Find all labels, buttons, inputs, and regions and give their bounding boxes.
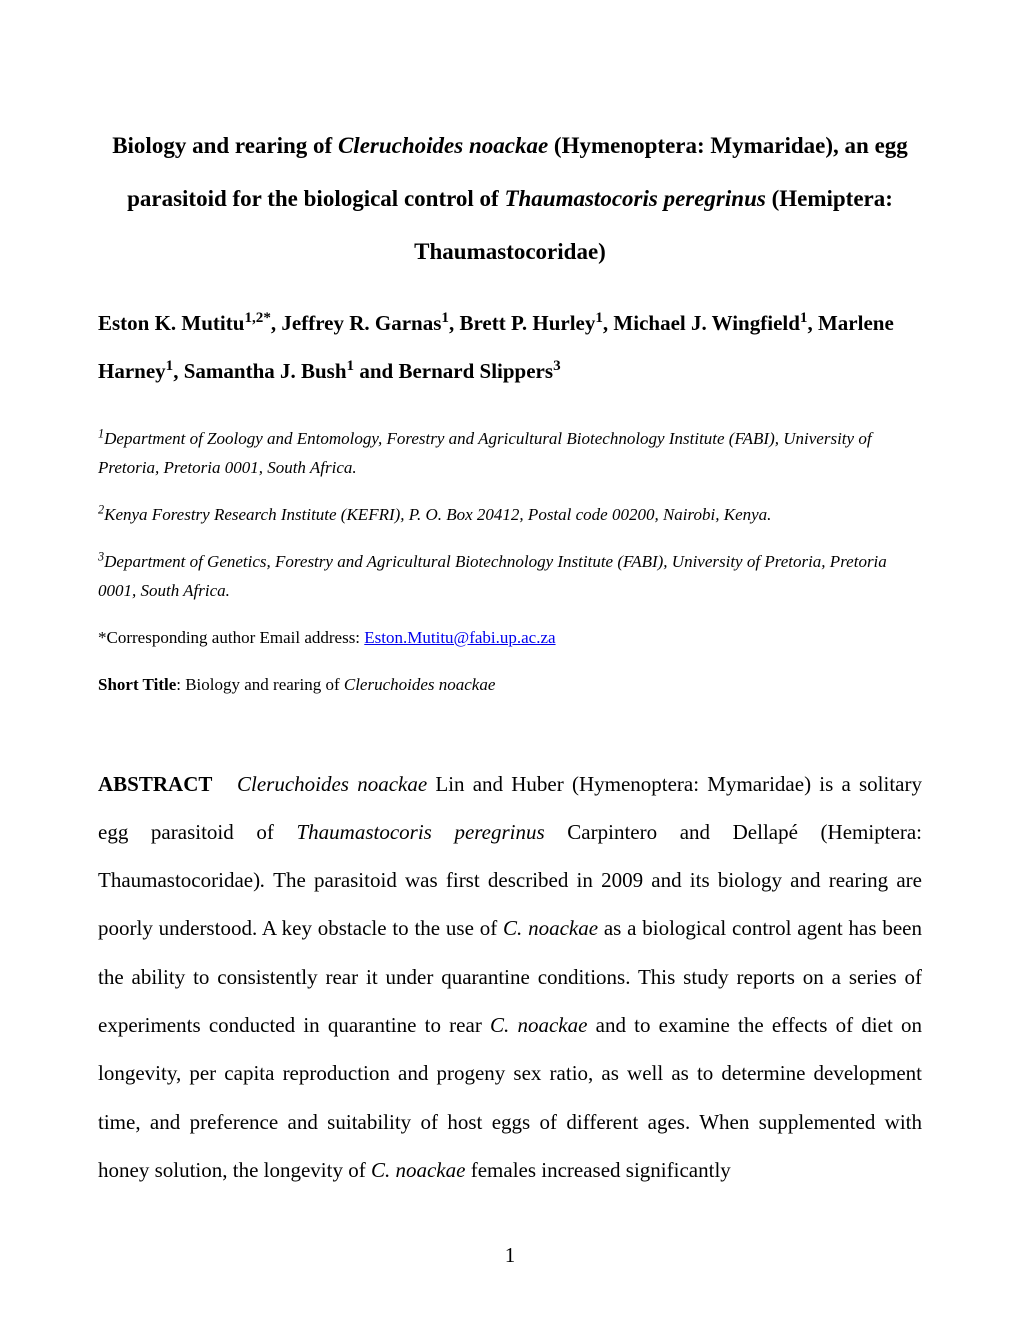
- author-6: Bernard Slippers: [398, 359, 553, 383]
- short-title-species: Cleruchoides noackae: [344, 675, 496, 694]
- short-title-pre: : Biology and rearing of: [176, 675, 344, 694]
- title-text-1: Biology and rearing of: [112, 133, 338, 158]
- author-line: Eston K. Mutitu1,2*, Jeffrey R. Garnas1,…: [98, 299, 922, 396]
- author-3: Michael J. Wingfield: [613, 311, 799, 335]
- author-5-sup: 1: [347, 358, 355, 374]
- sep: ,: [173, 359, 184, 383]
- short-title-line: Short Title: Biology and rearing of Cler…: [98, 671, 922, 700]
- page-number: 1: [0, 1243, 1020, 1268]
- author-5: Samantha J. Bush: [184, 359, 347, 383]
- short-title-label: Short Title: [98, 675, 176, 694]
- abstract-run-0: Cleruchoides noackae: [237, 772, 427, 796]
- abstract-run-11: females increased significantly: [465, 1158, 730, 1182]
- sep: ,: [807, 311, 818, 335]
- affil-2-text: Kenya Forestry Research Institute (KEFRI…: [104, 505, 771, 524]
- corresponding-author: *Corresponding author Email address: Est…: [98, 624, 922, 653]
- author-1-sup: 1: [441, 310, 449, 326]
- title-species-2: Thaumastocoris peregrinus: [504, 186, 765, 211]
- author-1: Jeffrey R. Garnas: [281, 311, 441, 335]
- author-2-sup: 1: [595, 310, 603, 326]
- paper-title: Biology and rearing of Cleruchoides noac…: [98, 120, 922, 279]
- affiliation-2: 2Kenya Forestry Research Institute (KEFR…: [98, 501, 922, 530]
- author-2: Brett P. Hurley: [459, 311, 595, 335]
- affiliation-3: 3Department of Genetics, Forestry and Ag…: [98, 548, 922, 606]
- sep: ,: [449, 311, 460, 335]
- sep: ,: [271, 311, 282, 335]
- affil-3-text: Department of Genetics, Forestry and Agr…: [98, 552, 887, 600]
- abstract-run-6: C. noackae: [503, 916, 598, 940]
- author-6-sup: 3: [553, 358, 561, 374]
- author-0: Eston K. Mutitu: [98, 311, 244, 335]
- abstract-run-8: C. noackae: [490, 1013, 587, 1037]
- abstract-run-10: C. noackae: [371, 1158, 465, 1182]
- sep-final: and: [354, 359, 398, 383]
- sep: ,: [603, 311, 614, 335]
- corresp-prefix: *Corresponding author Email address:: [98, 628, 364, 647]
- corresp-email-link[interactable]: Eston.Mutitu@fabi.up.ac.za: [364, 628, 555, 647]
- title-species-1: Cleruchoides noackae: [338, 133, 548, 158]
- affiliation-1: 1Department of Zoology and Entomology, F…: [98, 425, 922, 483]
- affil-1-text: Department of Zoology and Entomology, Fo…: [98, 429, 872, 477]
- abstract-label: ABSTRACT: [98, 772, 212, 796]
- author-0-sup: 1,2*: [244, 310, 270, 326]
- abstract-paragraph: ABSTRACT Cleruchoides noackae Lin and Hu…: [98, 760, 922, 1195]
- abstract-run-2: Thaumastocoris peregrinus: [296, 820, 544, 844]
- abstract-run-9: and to examine the effects of diet on lo…: [98, 1013, 922, 1182]
